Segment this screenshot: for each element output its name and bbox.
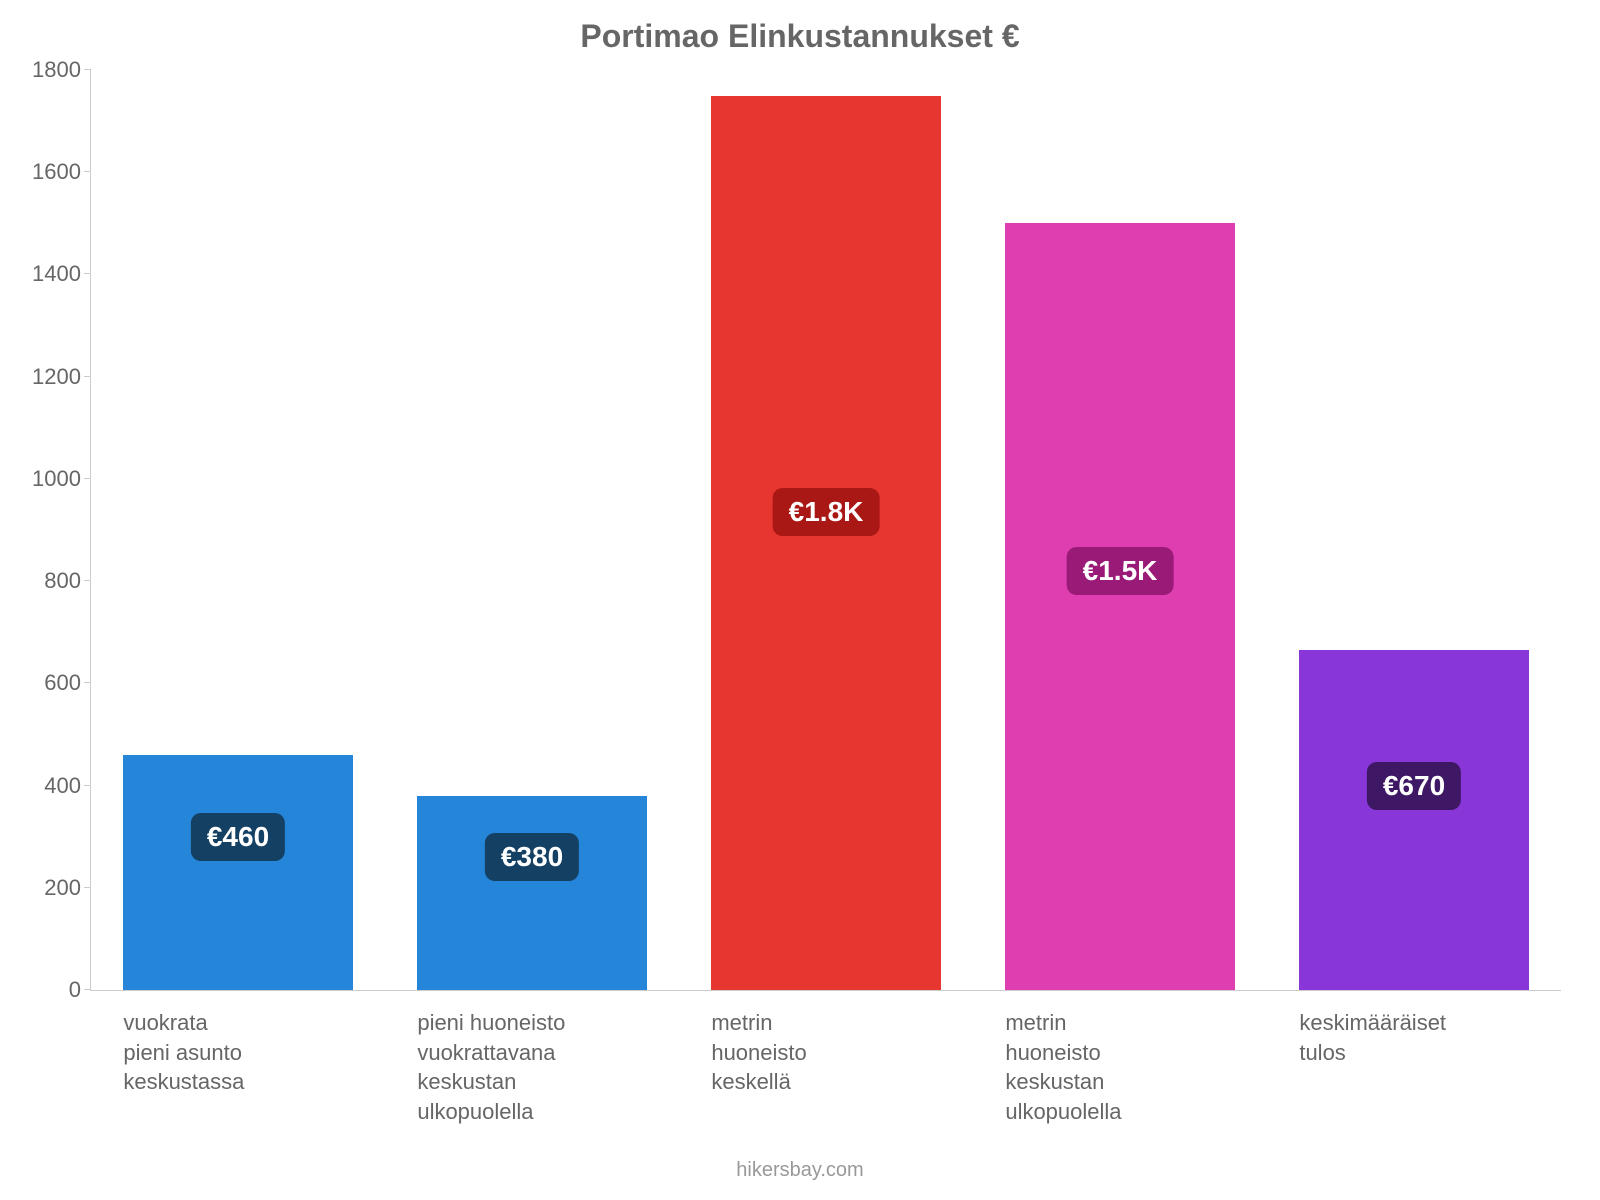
- y-axis-tick-label: 1600: [21, 159, 81, 185]
- bar: [1005, 223, 1234, 990]
- attribution-text: hikersbay.com: [0, 1159, 1600, 1182]
- y-axis-tick-label: 800: [21, 568, 81, 594]
- chart-title: Portimao Elinkustannukset €: [0, 18, 1600, 55]
- x-axis-category-label: keskimääräiset tulos: [1299, 1008, 1568, 1067]
- y-axis-tick-mark: [84, 682, 91, 683]
- bar: [123, 755, 352, 990]
- y-axis-tick-mark: [84, 580, 91, 581]
- y-axis-tick-mark: [84, 171, 91, 172]
- bar-value-label: €670: [1367, 762, 1461, 810]
- bar-value-label: €380: [485, 833, 579, 881]
- y-axis-tick-label: 400: [21, 773, 81, 799]
- x-axis-category-label: metrin huoneisto keskustan ulkopuolella: [1005, 1008, 1274, 1127]
- x-axis-category-label: metrin huoneisto keskellä: [711, 1008, 980, 1097]
- bar: [417, 796, 646, 990]
- y-axis-tick-mark: [84, 785, 91, 786]
- y-axis-tick-mark: [84, 69, 91, 70]
- bar-value-label: €1.8K: [773, 488, 880, 536]
- bar-value-label: €460: [191, 813, 285, 861]
- bar: [711, 96, 940, 990]
- y-axis-tick-label: 1200: [21, 364, 81, 390]
- y-axis-tick-label: 1000: [21, 466, 81, 492]
- y-axis-tick-mark: [84, 273, 91, 274]
- x-axis-category-label: pieni huoneisto vuokrattavana keskustan …: [417, 1008, 686, 1127]
- y-axis-tick-label: 0: [21, 977, 81, 1003]
- y-axis-tick-label: 1800: [21, 57, 81, 83]
- y-axis-tick-mark: [84, 887, 91, 888]
- bar-value-label: €1.5K: [1067, 547, 1174, 595]
- cost-of-living-chart: Portimao Elinkustannukset € 020040060080…: [0, 0, 1600, 1200]
- y-axis-tick-label: 600: [21, 670, 81, 696]
- bar: [1299, 650, 1528, 990]
- y-axis-tick-mark: [84, 376, 91, 377]
- x-axis-category-label: vuokrata pieni asunto keskustassa: [123, 1008, 392, 1097]
- y-axis-tick-label: 200: [21, 875, 81, 901]
- y-axis-tick-label: 1400: [21, 261, 81, 287]
- plot-area: 020040060080010001200140016001800€460vuo…: [90, 70, 1561, 991]
- y-axis-tick-mark: [84, 989, 91, 990]
- y-axis-tick-mark: [84, 478, 91, 479]
